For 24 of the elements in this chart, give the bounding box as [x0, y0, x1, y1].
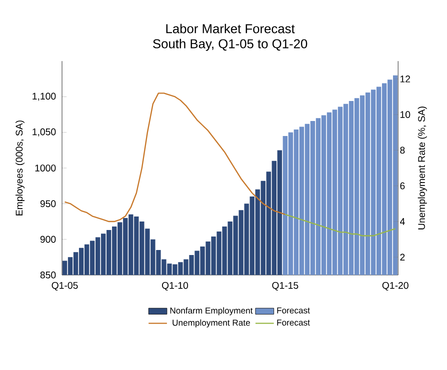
y2-tick-label: 4 — [400, 218, 405, 225]
y2-axis-title: Unemployment Rate (%, SA) — [418, 106, 427, 230]
x-tick-label: Q1-10 — [162, 282, 188, 291]
y-tick-label: 1,100 — [32, 92, 56, 101]
legend-label: Unemployment Rate — [172, 320, 250, 328]
x-tick-label: Q1-15 — [272, 282, 298, 291]
y2-tick-label: 10 — [400, 111, 410, 118]
x-tick-label: Q1-20 — [382, 282, 408, 291]
y-tick-label: 1000 — [35, 164, 56, 172]
y-axis-title: Employees (000s, SA) — [16, 120, 25, 216]
legend-label: Forecast — [277, 320, 310, 326]
y2-tick-label: 12 — [400, 76, 410, 82]
y2-tick-label: 2 — [400, 254, 405, 261]
y2-tick-label: 6 — [400, 182, 405, 190]
y-tick-label: 950 — [40, 200, 56, 208]
y-tick-label: 1,050 — [32, 128, 56, 137]
chart-subtitle: South Bay, Q1-05 to Q1-20 — [153, 39, 308, 52]
y-tick-label: 850 — [40, 272, 56, 279]
y-tick-label: 900 — [40, 236, 56, 243]
chart-title: Labor Market Forecast — [166, 24, 295, 34]
y2-tick-label: 8 — [400, 146, 405, 154]
legend-label: Nonfarm Employment — [170, 307, 253, 316]
x-tick-label: Q1-05 — [52, 282, 78, 291]
legend-label: Forecast — [277, 308, 310, 314]
